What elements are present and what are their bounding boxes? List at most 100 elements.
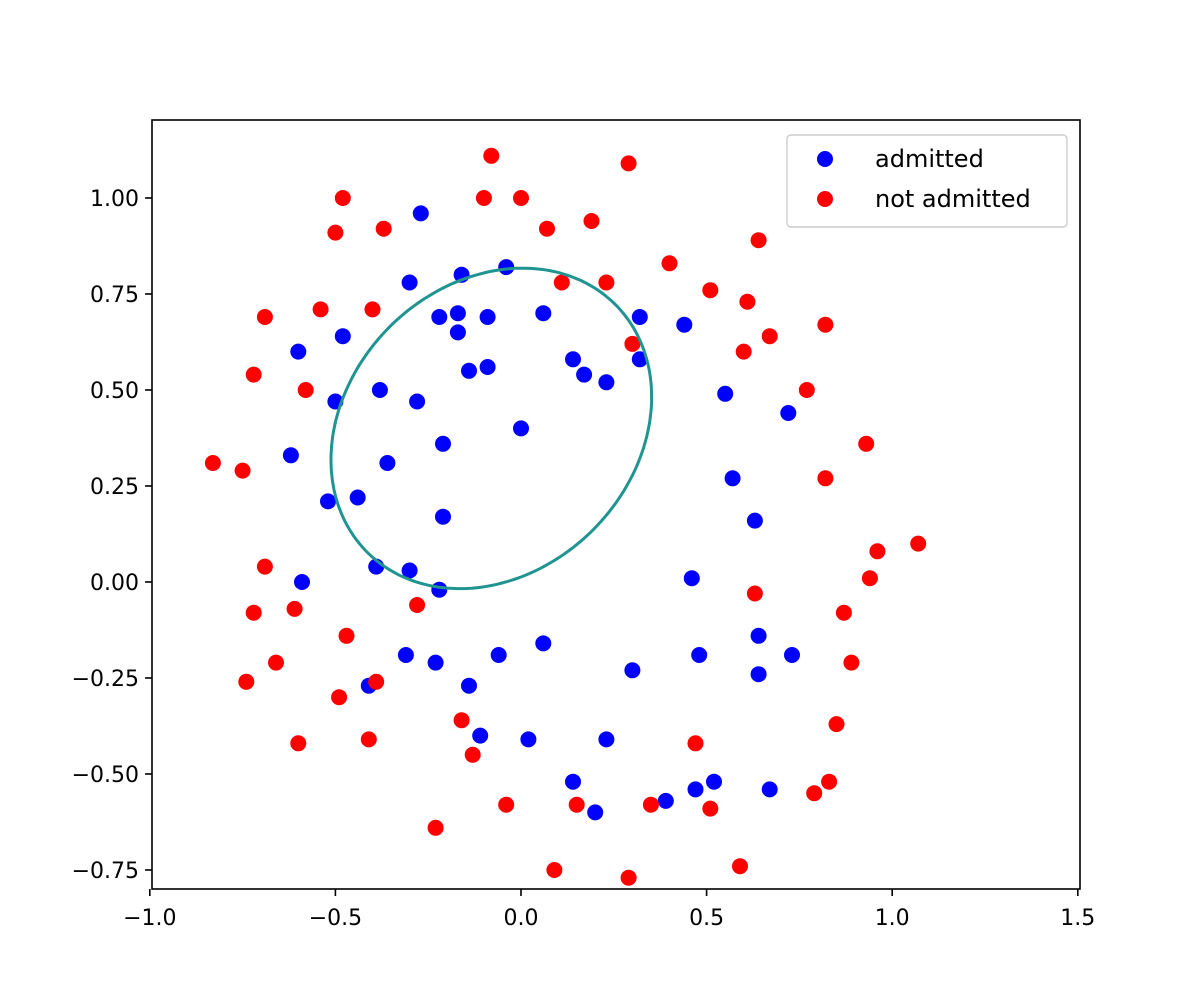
data-point [861,570,878,587]
data-point [565,351,581,368]
data-point [910,535,927,552]
y-tick-label: 0.75 [90,283,139,308]
data-point [631,309,648,325]
data-point [657,792,674,809]
data-point [702,800,719,817]
data-point [312,301,329,318]
data-point [513,190,529,206]
plot-area [204,147,927,886]
data-point [401,562,418,579]
data-point [568,796,585,813]
data-point [687,735,704,752]
data-point [472,727,489,744]
data-point [539,220,555,237]
data-point [520,731,537,748]
data-point [631,351,648,368]
data-point [565,773,581,790]
data-point [431,309,448,325]
data-point [364,301,381,318]
axes: −1.0 −0.5 0.0 0.5 1.0 1.5 −0.75 −0.50 −0.25 0.00 0… [72,119,1095,931]
data-point [461,677,477,694]
data-point [735,343,752,360]
data-point [256,309,273,325]
data-point [483,147,500,164]
data-point [427,819,444,836]
data-point [598,274,615,291]
data-point [397,647,414,663]
data-point [691,647,708,663]
x-tick-label: 1.5 [1060,906,1095,931]
data-point [375,220,392,237]
y-tick-label: −0.50 [72,763,139,788]
data-point [620,869,637,886]
series-admitted [282,205,800,821]
data-point [449,324,466,341]
data-point [435,508,451,525]
data-point [821,773,838,790]
x-tick-label: 0.5 [689,906,724,931]
data-point [624,335,641,352]
data-point [338,627,355,644]
legend-marker [817,151,833,167]
x-tick-label: 0.0 [504,906,539,931]
legend-label: admitted [875,145,984,173]
data-point [746,512,763,529]
data-point [843,654,860,671]
data-point [498,796,515,813]
data-point [750,232,767,249]
data-point [286,600,303,617]
data-point [449,305,466,322]
data-point [784,647,800,663]
x-tick-label: −1.0 [123,906,176,931]
data-point [294,574,310,590]
data-point [498,259,515,276]
legend: admitted not admitted [786,134,1068,228]
data-point [761,328,778,345]
decision-boundary-curve [329,266,654,591]
data-point [453,712,470,729]
data-point [327,224,344,241]
data-point [360,731,377,748]
x-tick-label: 1.0 [875,906,910,931]
data-point [334,328,351,345]
data-point [297,382,314,398]
data-point [290,343,307,360]
data-point [334,190,351,206]
data-point [598,374,615,391]
data-point [620,155,637,172]
data-point [234,462,251,479]
y-tick-label: 1.00 [90,187,139,212]
data-point [702,282,719,299]
data-point [479,359,496,375]
data-point [412,205,429,222]
data-point [724,470,741,487]
data-point [401,274,418,291]
data-point [687,781,704,798]
data-point [204,455,221,471]
data-point [349,489,366,506]
data-point [435,435,451,452]
data-point [490,647,507,663]
y-tick-label: 0.50 [90,379,139,404]
data-point [371,382,388,398]
plot-frame [151,119,1081,890]
data-point [513,420,529,437]
data-point [869,543,886,560]
data-point [835,604,852,621]
data-point [642,796,659,813]
data-point [676,316,693,333]
data-point [461,362,477,379]
data-point [331,689,348,706]
data-point [739,293,756,310]
data-point [583,213,600,229]
legend-label: not admitted [875,185,1031,213]
data-point [683,570,700,587]
data-point [268,654,284,671]
data-point [817,316,834,333]
legend-marker [817,191,833,207]
data-point [379,455,396,471]
data-point [479,309,496,325]
y-tick-label: 0.25 [90,475,139,500]
data-point [828,716,845,733]
